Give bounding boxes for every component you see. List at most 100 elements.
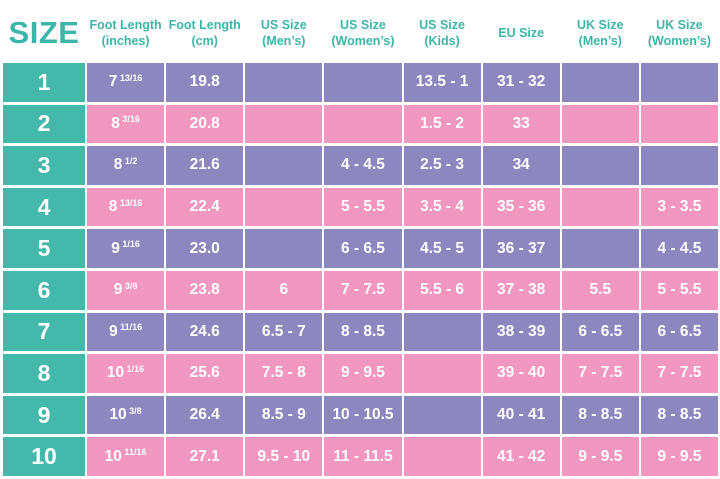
column-header-size: SIZE <box>3 0 85 60</box>
table-cell <box>245 187 323 227</box>
table-cell: 9 - 9.5 <box>640 437 718 476</box>
size-cell-1: 1 <box>3 63 85 102</box>
table-cell: 3.5 - 4 <box>403 187 481 227</box>
table-cell <box>245 104 323 144</box>
table-cell: 6.5 - 7 <box>245 312 323 352</box>
table-cell: 34 <box>482 146 560 185</box>
table-cell: 9.5 - 10 <box>245 437 323 476</box>
table-cell: 27.1 <box>166 437 244 476</box>
size-cell-5: 5 <box>3 229 85 268</box>
size-cell-3: 3 <box>3 146 85 185</box>
size-cell-4: 4 <box>3 187 85 227</box>
table-cell: 8 - 8.5 <box>561 395 639 435</box>
fraction-superscript: 3/8 <box>124 280 138 291</box>
table-cell: 10 11/16 <box>87 437 165 476</box>
table-cell: 7 - 7.5 <box>561 354 639 393</box>
column-header-uk-size-men-s: UK Size (Men’s) <box>561 0 639 60</box>
table-cell <box>403 354 481 393</box>
table-cell: 6 - 6.5 <box>561 312 639 352</box>
fraction-superscript: 11/16 <box>120 322 143 333</box>
table-cell: 8 - 8.5 <box>640 395 718 435</box>
table-cell: 9 3/8 <box>87 270 165 310</box>
table-cell: 31 - 32 <box>482 63 560 102</box>
table-cell <box>640 104 718 144</box>
size-cell-10: 10 <box>3 437 85 476</box>
table-cell: 8 1/2 <box>87 146 165 185</box>
table-cell: 4 - 4.5 <box>640 229 718 268</box>
table-cell <box>561 187 639 227</box>
table-cell <box>403 312 481 352</box>
table-cell: 6 - 6.5 <box>324 229 402 268</box>
table-cell <box>561 63 639 102</box>
table-cell: 19.8 <box>166 63 244 102</box>
table-cell: 38 - 39 <box>482 312 560 352</box>
size-cell-6: 6 <box>3 270 85 310</box>
table-cell <box>403 395 481 435</box>
table-cell: 23.8 <box>166 270 244 310</box>
table-cell <box>324 63 402 102</box>
table-cell <box>324 104 402 144</box>
table-cell: 7 - 7.5 <box>640 354 718 393</box>
table-cell: 1.5 - 2 <box>403 104 481 144</box>
table-cell: 9 - 9.5 <box>561 437 639 476</box>
table-cell: 39 - 40 <box>482 354 560 393</box>
table-cell <box>403 437 481 476</box>
table-cell: 37 - 38 <box>482 270 560 310</box>
column-header-us-size-women-s: US Size (Women’s) <box>324 0 402 60</box>
table-cell: 33 <box>482 104 560 144</box>
table-cell: 35 - 36 <box>482 187 560 227</box>
column-header-foot-length-inches: Foot Length (inches) <box>87 0 165 60</box>
table-cell: 11 - 11.5 <box>324 437 402 476</box>
table-cell: 9 1/16 <box>87 229 165 268</box>
table-cell: 8 - 8.5 <box>324 312 402 352</box>
table-cell <box>640 63 718 102</box>
fraction-superscript: 11/16 <box>124 447 147 458</box>
column-header-foot-length-cm: Foot Length (cm) <box>166 0 244 60</box>
table-cell: 41 - 42 <box>482 437 560 476</box>
table-cell <box>561 146 639 185</box>
size-cell-7: 7 <box>3 312 85 352</box>
table-cell: 7 - 7.5 <box>324 270 402 310</box>
fraction-superscript: 3/16 <box>122 114 140 125</box>
table-cell <box>245 146 323 185</box>
table-cell: 36 - 37 <box>482 229 560 268</box>
table-cell: 4 - 4.5 <box>324 146 402 185</box>
column-header-us-size-men-s: US Size (Men’s) <box>245 0 323 60</box>
table-cell <box>245 229 323 268</box>
fraction-superscript: 3/8 <box>129 405 142 416</box>
size-cell-9: 9 <box>3 395 85 435</box>
table-cell: 5.5 - 6 <box>403 270 481 310</box>
size-cell-2: 2 <box>3 104 85 144</box>
table-cell <box>640 146 718 185</box>
table-cell: 5 - 5.5 <box>640 270 718 310</box>
fraction-superscript: 1/16 <box>126 363 145 374</box>
table-cell: 2.5 - 3 <box>403 146 481 185</box>
fraction-superscript: 13/16 <box>119 72 143 83</box>
table-cell: 10 1/16 <box>87 354 165 393</box>
table-cell: 8 13/16 <box>87 187 165 227</box>
column-header-eu-size: EU Size <box>482 0 560 60</box>
fraction-superscript: 1/16 <box>122 239 140 250</box>
table-cell: 6 - 6.5 <box>640 312 718 352</box>
table-cell <box>561 104 639 144</box>
fraction-superscript: 1/2 <box>124 155 138 166</box>
table-cell: 6 <box>245 270 323 310</box>
table-cell: 24.6 <box>166 312 244 352</box>
table-cell: 13.5 - 1 <box>403 63 481 102</box>
table-cell: 23.0 <box>166 229 244 268</box>
table-cell: 7.5 - 8 <box>245 354 323 393</box>
table-cell: 25.6 <box>166 354 244 393</box>
table-cell <box>561 229 639 268</box>
table-cell <box>245 63 323 102</box>
table-cell: 10 - 10.5 <box>324 395 402 435</box>
table-cell: 20.8 <box>166 104 244 144</box>
table-cell: 5.5 <box>561 270 639 310</box>
table-cell: 3 - 3.5 <box>640 187 718 227</box>
size-cell-8: 8 <box>3 354 85 393</box>
table-cell: 8 3/16 <box>87 104 165 144</box>
table-cell: 9 - 9.5 <box>324 354 402 393</box>
table-cell: 9 11/16 <box>87 312 165 352</box>
table-cell: 26.4 <box>166 395 244 435</box>
table-cell: 7 13/16 <box>87 63 165 102</box>
